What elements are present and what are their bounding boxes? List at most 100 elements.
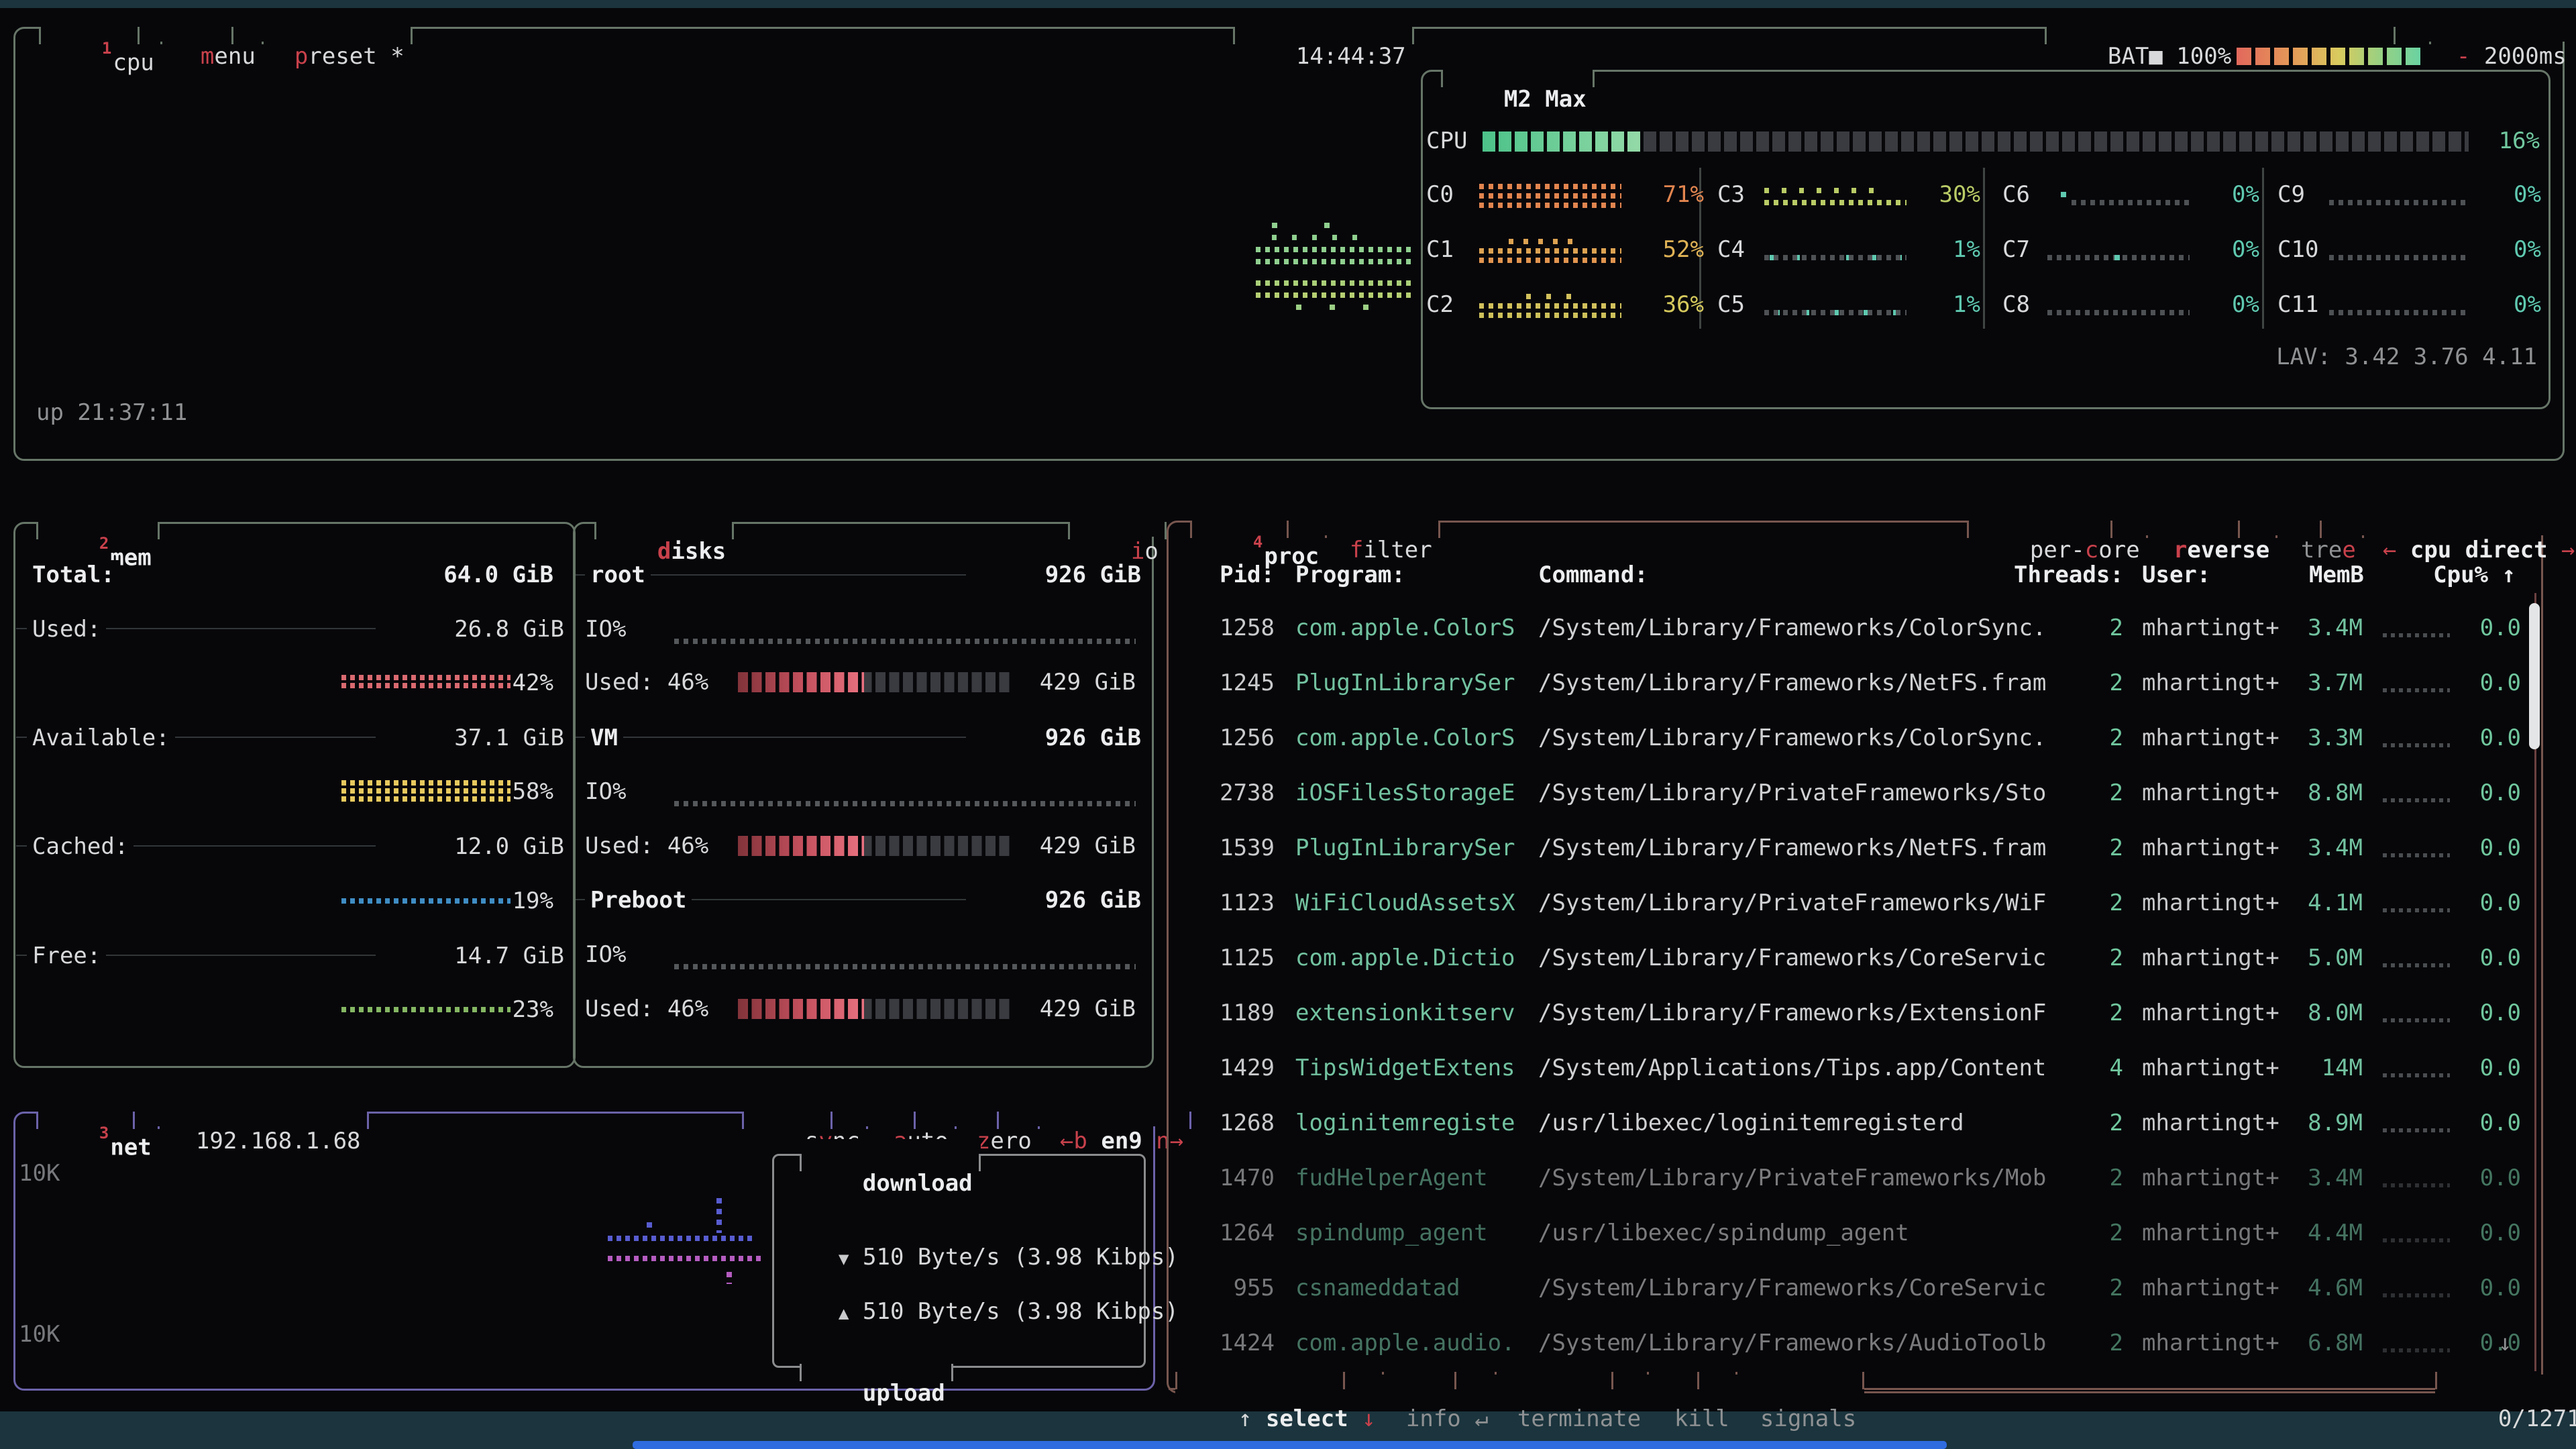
interface-name: en9 bbox=[1101, 1128, 1142, 1155]
disk-used-size: 429 GiB bbox=[1039, 996, 1136, 1022]
cell-mem: 4.4M bbox=[2308, 1220, 2363, 1246]
download-speed: ▼ 510 Byte/s (3.98 Kibps) bbox=[838, 1244, 1179, 1271]
cell-mem: 3.4M bbox=[2308, 835, 2363, 861]
table-row[interactable]: 2738 iOSFilesStorageE/System/Library/Priv… bbox=[1171, 778, 2532, 828]
net-scale-bottom: 10K bbox=[19, 1321, 60, 1348]
cell-program: fudHelperAgent bbox=[1295, 1165, 1488, 1191]
cell-user: mhartingt+ bbox=[2142, 1165, 2279, 1191]
table-row[interactable]: 1264 spindump_agent/usr/libexec/spindump_… bbox=[1171, 1218, 2532, 1268]
table-row[interactable]: 1470 fudHelperAgent/System/Library/Privat… bbox=[1171, 1163, 2532, 1213]
io-mode-button[interactable]: io bbox=[1068, 507, 1167, 565]
table-row[interactable]: 1258 com.apple.ColorS/System/Library/Fram… bbox=[1171, 613, 2532, 663]
core-label: C5 bbox=[1717, 291, 1745, 318]
terminate-button[interactable]: terminate bbox=[1454, 1372, 1650, 1432]
select-down-icon[interactable]: ↓ bbox=[1362, 1405, 1375, 1432]
col-header-user[interactable]: User: bbox=[2142, 561, 2211, 588]
cell-mem: 8.0M bbox=[2308, 1000, 2363, 1026]
upload-arrow-icon: ▲ bbox=[838, 1303, 849, 1324]
mem-mini-meter bbox=[2383, 853, 2450, 857]
cell-pid: 1123 bbox=[1220, 890, 1275, 916]
battery-indicator: BAT■ 100% bbox=[2045, 12, 2432, 70]
load-average: LAV: 3.42 3.76 4.11 bbox=[2276, 343, 2537, 370]
core-percent: 0% bbox=[2232, 236, 2259, 263]
update-interval-control[interactable]: - 2000ms + bbox=[2394, 12, 2576, 70]
table-row[interactable]: 1125 com.apple.Dictio/System/Library/Fram… bbox=[1171, 943, 2532, 993]
signals-button[interactable]: signals bbox=[1697, 1372, 1865, 1432]
cell-mem: 3.4M bbox=[2308, 614, 2363, 641]
core-graph bbox=[1479, 292, 1621, 319]
cell-command: /System/Applications/Tips.app/Content bbox=[1538, 1055, 2047, 1081]
table-row[interactable]: 1123 WiFiCloudAssetsX/System/Library/Priv… bbox=[1171, 888, 2532, 938]
mem-row-percent: 23% bbox=[512, 996, 553, 1023]
cell-command: /System/Library/PrivateFrameworks/WiF bbox=[1538, 890, 2047, 916]
proc-scrollbar[interactable] bbox=[2529, 603, 2540, 749]
proc-scrollbar-track[interactable] bbox=[2534, 593, 2536, 1371]
table-row[interactable]: 955 csnameddatad/System/Library/Framework… bbox=[1171, 1273, 2532, 1323]
col-header-command[interactable]: Command: bbox=[1538, 561, 1648, 588]
net-download-graph bbox=[608, 1236, 755, 1241]
sort-next-arrow[interactable]: → bbox=[2561, 537, 2575, 564]
table-row[interactable]: 1268 loginitemregiste/usr/libexec/loginit… bbox=[1171, 1108, 2532, 1158]
next-interface-button[interactable]: n→ bbox=[1156, 1128, 1184, 1155]
cell-threads: 4 bbox=[2109, 1055, 2123, 1081]
disk-size: 926 GiB bbox=[966, 885, 1146, 915]
core-percent: 36% bbox=[1662, 291, 1704, 318]
cell-pid: 955 bbox=[1233, 1275, 1275, 1301]
core-label: C2 bbox=[1426, 291, 1454, 318]
core-percent: 71% bbox=[1662, 181, 1704, 208]
core-percent: 52% bbox=[1662, 236, 1704, 263]
sort-prev-arrow[interactable]: ← bbox=[2382, 537, 2397, 564]
table-row[interactable]: 1429 TipsWidgetExtens/System/Applications… bbox=[1171, 1053, 2532, 1103]
col-header-threads[interactable]: Threads: bbox=[2014, 561, 2124, 588]
filter-button[interactable]: filter bbox=[1287, 506, 1440, 564]
cell-cpu: 0.0 bbox=[2479, 1330, 2521, 1356]
table-row[interactable]: 1539 PlugInLibrarySer/System/Library/Fram… bbox=[1171, 833, 2532, 883]
tab-mem[interactable]: 2mem bbox=[36, 507, 160, 571]
mem-mini-meter bbox=[2383, 633, 2450, 637]
sort-column-selector[interactable]: ← cpu direct → bbox=[2320, 506, 2576, 564]
mem-mini-meter bbox=[2383, 688, 2450, 692]
proc-tab-label: proc bbox=[1264, 543, 1320, 570]
preset-button[interactable]: preset * bbox=[231, 12, 413, 70]
scroll-more-icon[interactable]: ↓ bbox=[2498, 1330, 2512, 1356]
core-percent: 0% bbox=[2514, 236, 2541, 263]
cell-threads: 2 bbox=[2109, 890, 2123, 916]
mem-graph-line bbox=[16, 737, 569, 738]
table-row[interactable]: 1189 extensionkitserv/System/Library/Fram… bbox=[1171, 998, 2532, 1048]
cell-cpu: 0.0 bbox=[2479, 614, 2521, 641]
tab-disks[interactable]: disks bbox=[594, 507, 735, 565]
cell-pid: 1256 bbox=[1220, 724, 1275, 751]
col-header-cpu[interactable]: Cpu% ↑ bbox=[2433, 561, 2516, 588]
col-header-pid[interactable]: Pid: bbox=[1220, 561, 1275, 588]
mem-row-label: Cached: bbox=[27, 832, 134, 861]
core-graph bbox=[1479, 182, 1621, 209]
table-row[interactable]: 1256 com.apple.ColorS/System/Library/Fram… bbox=[1171, 723, 2532, 773]
mem-mini-meter bbox=[2383, 743, 2450, 747]
table-row[interactable]: 1245 PlugInLibrarySer/System/Library/Fram… bbox=[1171, 668, 2532, 718]
mem-graph-line bbox=[16, 845, 569, 847]
core-label: C9 bbox=[2277, 181, 2305, 208]
net-interface-switcher[interactable]: ←b en9 n→ bbox=[997, 1097, 1192, 1155]
cell-cpu: 0.0 bbox=[2479, 1165, 2521, 1191]
select-up-icon[interactable]: ↑ bbox=[1238, 1405, 1252, 1432]
core-label: C10 bbox=[2277, 236, 2319, 263]
disk-used-label: Used: 46% bbox=[585, 669, 709, 696]
col-header-mem[interactable]: MemB bbox=[2309, 561, 2364, 588]
cpu-detail-box bbox=[1421, 70, 2551, 409]
cell-program: com.apple.ColorS bbox=[1295, 724, 1515, 751]
cell-cpu: 0.0 bbox=[2479, 1055, 2521, 1081]
col-header-program[interactable]: Program: bbox=[1295, 561, 1405, 588]
net-download-spike bbox=[716, 1198, 722, 1233]
net-hotkey: 3 bbox=[99, 1124, 109, 1142]
core-percent: 0% bbox=[2514, 181, 2541, 208]
mem-mini-meter bbox=[2383, 798, 2450, 802]
cell-program: iOSFilesStorageE bbox=[1295, 780, 1515, 806]
process-count: 0/1271 bbox=[2435, 1372, 2576, 1432]
interval-minus-button[interactable]: - bbox=[2456, 43, 2471, 70]
table-row[interactable]: 1424 com.apple.audio. /System/Library/Fram… bbox=[1171, 1328, 2532, 1378]
core-graph bbox=[2329, 292, 2467, 319]
cell-program: WiFiCloudAssetsX bbox=[1295, 890, 1515, 916]
cpu-meter-fill bbox=[1483, 131, 1644, 152]
mem-row-value: 12.0 GiB bbox=[376, 832, 570, 861]
prev-interface-button[interactable]: ←b bbox=[1059, 1128, 1087, 1155]
